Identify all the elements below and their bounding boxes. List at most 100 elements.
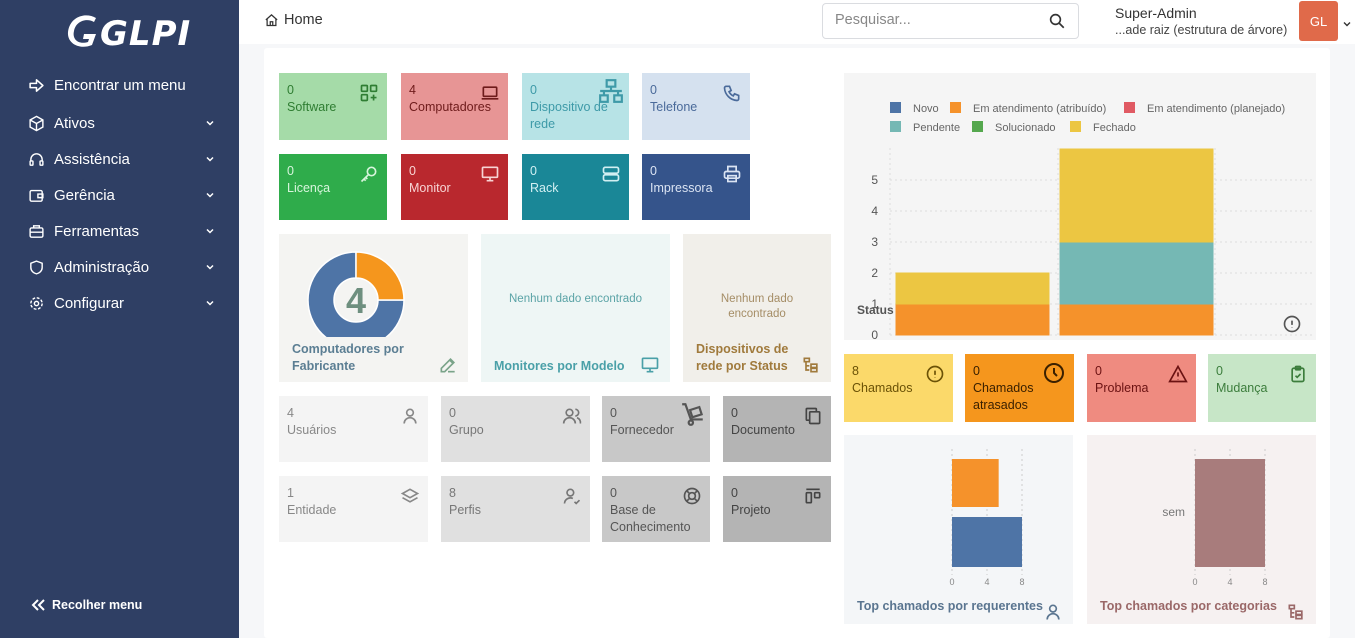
sidebar-item-assistance[interactable]: Assistência	[0, 141, 239, 177]
breadcrumb[interactable]: Home	[264, 12, 323, 28]
sidebar-item-configure[interactable]: Configurar	[0, 285, 239, 321]
legend-swatch	[1070, 121, 1081, 132]
chevron-down-icon[interactable]	[1342, 19, 1352, 29]
card-label: Entidade	[287, 503, 337, 517]
card-profiles[interactable]: 8 Perfis	[441, 476, 590, 542]
monitor-icon	[481, 166, 499, 182]
wallet-icon	[27, 186, 45, 204]
glpi-logo[interactable]: GLPI	[66, 10, 190, 54]
pie-center-label: 4	[346, 280, 366, 321]
card-count: 0	[409, 164, 416, 178]
card-label: Chamados	[852, 381, 913, 395]
card-group[interactable]: 0 Grupo	[441, 396, 590, 462]
card-label: Usuários	[287, 423, 337, 437]
card-label: Projeto	[731, 503, 771, 517]
card-users[interactable]: 4 Usuários	[279, 396, 428, 462]
alert-circle-icon[interactable]	[1282, 314, 1302, 334]
box-icon	[27, 114, 45, 132]
monitor-icon[interactable]	[640, 355, 660, 375]
legend-swatch	[890, 121, 901, 132]
card-phone[interactable]: 0 Telefone	[642, 73, 750, 140]
chart-title: Top chamados por requerentes	[857, 599, 1043, 613]
y-tick-label: 3	[871, 235, 878, 249]
chart-computers-by-manufacturer[interactable]: 4 Computadores por Fabricante	[279, 234, 468, 382]
y-tick-label: 1	[871, 297, 878, 311]
tree-icon[interactable]	[801, 355, 821, 375]
laptop-icon	[481, 86, 499, 100]
avatar[interactable]: GL	[1299, 1, 1338, 41]
card-entity[interactable]: 1 Entidade	[279, 476, 428, 542]
x-tick-label: 0	[949, 577, 954, 587]
sidebar-item-label: Administração	[54, 258, 150, 276]
tree-icon[interactable]	[1286, 602, 1306, 622]
card-change[interactable]: 0 Mudança	[1208, 354, 1316, 422]
search-icon[interactable]	[1048, 12, 1066, 30]
logo-text: GLPI	[100, 14, 192, 54]
card-software[interactable]: 0 Software	[279, 73, 387, 140]
sidebar-item-label: Assistência	[54, 150, 130, 168]
card-count: 0	[1216, 364, 1223, 378]
card-supplier[interactable]: 0 Fornecedor	[602, 396, 710, 462]
sidebar-item-administration[interactable]: Administração	[0, 249, 239, 285]
user-name[interactable]: Super-Admin	[1115, 5, 1197, 21]
card-label: Dispositivo de rede	[530, 100, 608, 131]
alert-triangle-icon	[1168, 364, 1188, 383]
edit-icon[interactable]	[438, 355, 458, 375]
legend-label: Solucionado	[995, 122, 1056, 134]
sidebar-item-assets[interactable]: Ativos	[0, 105, 239, 141]
card-label: Monitor	[409, 181, 451, 195]
sidebar-item-management[interactable]: Gerência	[0, 177, 239, 213]
card-label: Fornecedor	[610, 423, 674, 437]
card-license[interactable]: 0 Licença	[279, 154, 387, 220]
search-input[interactable]	[835, 4, 1040, 36]
sidebar-item-tools[interactable]: Ferramentas	[0, 213, 239, 249]
card-monitor[interactable]: 0 Monitor	[401, 154, 508, 220]
chart-network-devices-by-status[interactable]: Nenhum dado encontrado Dispositivos de r…	[683, 234, 831, 382]
bar-segment	[895, 303, 1050, 336]
chart-top-categories[interactable]: 0 4 8 sem Top chamados por categorias	[1087, 435, 1316, 624]
sidebar-item-label: Configurar	[54, 294, 125, 312]
key-icon	[360, 166, 377, 183]
user-entity[interactable]: ...ade raiz (estrutura de árvore)	[1115, 23, 1288, 37]
bar-segment	[1059, 303, 1214, 336]
no-data-message: Nenhum dado encontrado	[509, 293, 642, 305]
card-tickets[interactable]: 8 Chamados	[844, 354, 953, 422]
card-rack[interactable]: 0 Rack	[522, 154, 629, 220]
card-late-tickets[interactable]: 0 Chamados atrasados	[965, 354, 1074, 422]
legend-swatch	[972, 121, 983, 132]
category-label: sem	[1162, 505, 1185, 519]
chart-ticket-status[interactable]: Novo Em atendimento (atribuído) Em atendim…	[844, 73, 1316, 340]
card-count: 0	[1095, 364, 1102, 378]
user-icon[interactable]	[1043, 602, 1063, 622]
search-box[interactable]	[822, 3, 1079, 39]
collapse-menu-button[interactable]: Recolher menu	[30, 598, 142, 612]
stack-icon	[400, 488, 420, 503]
chart-monitors-by-model[interactable]: Nenhum dado encontrado Monitores por Mod…	[481, 234, 670, 382]
card-knowledge-base[interactable]: 0 Base de Conhecimento	[602, 476, 710, 542]
card-label: Impressora	[650, 181, 713, 195]
alert-circle-icon	[926, 365, 944, 383]
sidebar-item-find-menu[interactable]: Encontrar um menu	[0, 67, 239, 103]
pie-slice	[307, 251, 405, 344]
card-label: Chamados atrasados	[973, 381, 1034, 412]
shield-icon	[27, 258, 45, 276]
card-label: Rack	[530, 181, 559, 195]
card-document[interactable]: 0 Documento	[723, 396, 831, 462]
sidebar: GLPI Encontrar um menu Ativos Assistênci…	[0, 0, 239, 638]
card-computers[interactable]: 4 Computadores	[401, 73, 508, 140]
collapse-menu-label: Recolher menu	[52, 598, 143, 612]
card-count: 0	[731, 406, 738, 420]
card-network-device[interactable]: 0 Dispositivo de rede	[522, 73, 629, 140]
card-count: 0	[449, 406, 456, 420]
card-label: Computadores	[409, 100, 491, 114]
chart-top-requesters[interactable]: 0 4 8 Top chamados por requerentes	[844, 435, 1073, 624]
sidebar-item-label: Ferramentas	[54, 222, 140, 240]
card-count: 0	[610, 406, 617, 420]
card-printer[interactable]: 0 Impressora	[642, 154, 750, 220]
legend-swatch	[950, 102, 961, 113]
card-problem[interactable]: 0 Problema	[1087, 354, 1196, 422]
breadcrumb-home[interactable]: Home	[284, 12, 323, 28]
glpi-logo-mark-icon	[67, 15, 96, 47]
card-project[interactable]: 0 Projeto	[723, 476, 831, 542]
sidebar-item-label: Gerência	[54, 186, 115, 204]
